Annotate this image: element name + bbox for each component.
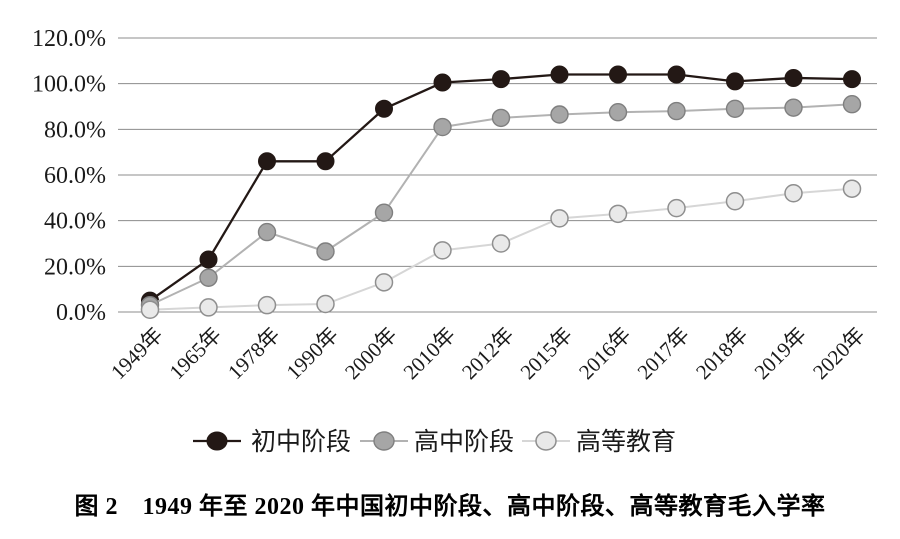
data-point-高中阶段	[257, 222, 277, 242]
legend-item-高等教育: 高等教育	[522, 428, 676, 456]
data-point-高等教育	[491, 234, 511, 253]
data-point-高中阶段	[725, 99, 745, 118]
x-tick-label: 1965年	[165, 323, 227, 385]
data-point-高中阶段	[199, 268, 218, 287]
data-point-初中阶段	[550, 65, 569, 84]
data-point-高等教育	[725, 192, 745, 211]
data-point-高中阶段	[842, 95, 862, 114]
data-point-高等教育	[842, 179, 862, 198]
data-point-高中阶段	[550, 105, 569, 124]
y-tick-label: 100.0%	[32, 72, 106, 98]
legend-item-高中阶段: 高中阶段	[360, 428, 514, 456]
data-point-高中阶段	[608, 103, 628, 122]
data-point-初中阶段	[784, 68, 803, 87]
data-point-高等教育	[667, 198, 686, 218]
legend-label: 初中阶段	[251, 428, 351, 456]
y-tick-label: 0.0%	[56, 300, 106, 326]
data-point-初中阶段	[316, 152, 335, 171]
data-point-高中阶段	[784, 98, 803, 117]
data-point-高等教育	[550, 209, 569, 228]
legend-marker-icon	[206, 431, 228, 451]
x-tick-label: 2016年	[574, 323, 636, 385]
x-tick-label: 2015年	[516, 323, 578, 385]
series-line-高中阶段	[149, 103, 853, 307]
data-point-高中阶段	[316, 242, 335, 261]
x-tick-label: 2017年	[633, 323, 695, 385]
x-tick-label: 1990年	[282, 323, 344, 385]
x-tick-label: 2019年	[750, 323, 812, 385]
data-point-初中阶段	[375, 99, 393, 118]
figure-caption: 图 2 1949 年至 2020 年中国初中阶段、高中阶段、高等教育毛入学率	[74, 494, 826, 520]
data-point-初中阶段	[609, 65, 627, 84]
data-point-高等教育	[433, 241, 452, 260]
legend-label: 高等教育	[576, 428, 676, 456]
enrollment-line-chart: 0.0% 20.0% 40.0% 60.0% 80.0% 100.0% 120.0% 1949…	[32, 26, 877, 456]
y-tick-label: 60.0%	[44, 163, 106, 189]
x-tick-label: 2000年	[340, 323, 402, 385]
data-point-高等教育	[608, 204, 628, 224]
legend-label: 高中阶段	[414, 428, 514, 456]
x-tick-label: 2012年	[457, 323, 519, 385]
y-tick-label: 80.0%	[44, 117, 106, 143]
y-tick-label: 20.0%	[44, 254, 106, 280]
x-tick-label: 1978年	[223, 323, 285, 385]
legend-marker-icon	[535, 431, 557, 451]
data-point-高中阶段	[374, 203, 394, 222]
data-point-高等教育	[316, 294, 335, 314]
x-tick-label: 2020年	[808, 323, 870, 385]
data-point-初中阶段	[433, 73, 452, 92]
data-point-初中阶段	[843, 70, 861, 89]
data-point-高等教育	[784, 184, 803, 203]
data-point-高等教育	[199, 298, 218, 317]
data-point-高等教育	[374, 273, 394, 292]
data-point-高等教育	[140, 300, 160, 319]
data-point-初中阶段	[492, 70, 510, 89]
y-tick-label: 120.0%	[32, 26, 106, 52]
x-tick-label: 2010年	[399, 323, 461, 385]
x-tick-label: 1949年	[106, 323, 168, 385]
data-point-高中阶段	[491, 108, 511, 128]
data-point-初中阶段	[726, 72, 744, 91]
data-point-初中阶段	[667, 65, 686, 84]
x-tick-label: 2018年	[691, 323, 753, 385]
legend-marker-icon	[373, 431, 395, 451]
data-point-高中阶段	[433, 117, 452, 137]
data-point-高等教育	[257, 295, 277, 315]
legend-item-初中阶段: 初中阶段	[193, 428, 351, 456]
y-tick-label: 40.0%	[44, 209, 106, 235]
data-point-高中阶段	[667, 101, 686, 121]
data-point-初中阶段	[258, 152, 276, 171]
data-point-初中阶段	[199, 250, 218, 269]
